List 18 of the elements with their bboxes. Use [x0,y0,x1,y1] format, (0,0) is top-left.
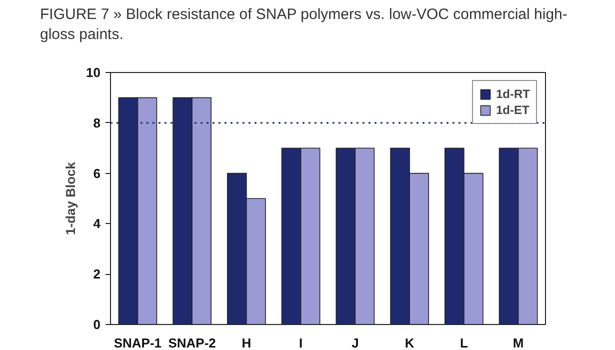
y-axis-title: 1-day Block [63,161,78,235]
x-tick-label: J [352,336,359,350]
chart-title: FIGURE 7 » Block resistance of SNAP polymers vs. low-VOC commercial high-gloss paints. [40,5,568,44]
y-tick-label: 10 [86,65,101,80]
x-tick-label: K [404,336,415,350]
x-tick-label: SNAP-2 [168,336,216,350]
y-tick-label: 0 [93,317,101,332]
y-tick-label: 4 [93,216,102,232]
y-tick-label: 6 [93,166,101,181]
x-tick-label: L [460,336,468,350]
x-tick-label: H [242,336,252,350]
legend-label: 1d-RT [496,87,530,101]
x-tick-label: SNAP-1 [114,336,162,350]
x-tick-label: M [512,336,524,350]
y-tick-label: 2 [93,266,101,282]
legend-label: 1d-ET [496,103,530,117]
y-tick-label: 8 [93,115,101,130]
x-tick-label: I [299,336,303,350]
